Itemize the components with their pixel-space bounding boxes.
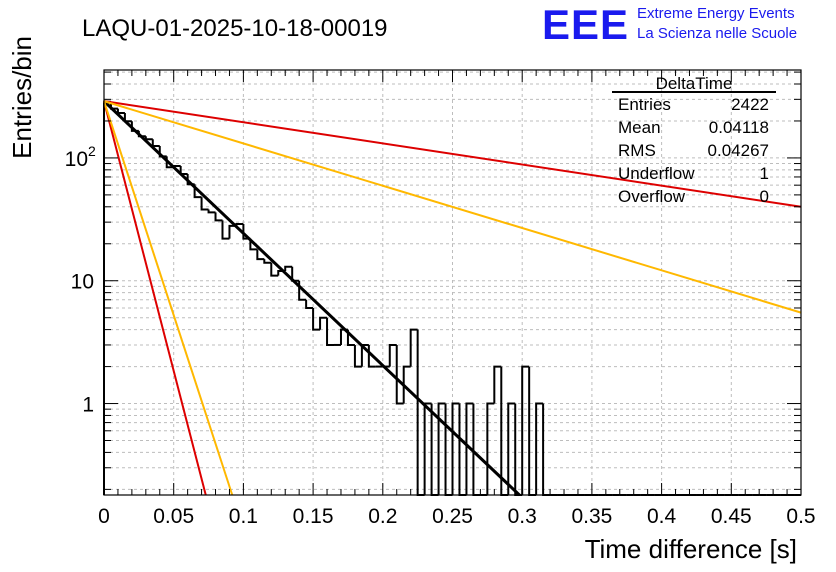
histogram-bin bbox=[319, 316, 328, 330]
histogram-bin bbox=[256, 249, 265, 261]
histogram-bin bbox=[270, 262, 279, 277]
histogram-bin bbox=[326, 317, 335, 346]
histogram-bin bbox=[221, 220, 230, 240]
x-axis-label: Time difference [s] bbox=[585, 534, 797, 564]
stats-label: Underflow bbox=[618, 164, 695, 183]
stats-label: Overflow bbox=[618, 187, 686, 206]
stats-value: 0 bbox=[760, 187, 769, 206]
histogram-bin bbox=[409, 328, 418, 367]
chart-title: LAQU-01-2025-10-18-00019 bbox=[82, 15, 388, 42]
x-tick-label: 0.5 bbox=[786, 505, 815, 528]
histogram-bin bbox=[353, 344, 362, 368]
x-tick-label: 0.2 bbox=[368, 505, 397, 528]
histogram-bin bbox=[535, 402, 544, 495]
histogram-bin bbox=[507, 402, 516, 495]
y-tick-label: 1 bbox=[82, 394, 94, 417]
x-tick-label: 0.15 bbox=[293, 505, 334, 528]
histogram-bin bbox=[305, 299, 314, 309]
curve-red-slow bbox=[103, 100, 802, 208]
stats-value: 0.04118 bbox=[709, 118, 769, 137]
stats-label: RMS bbox=[618, 141, 656, 160]
logo-subtitle-1: Extreme Energy Events bbox=[637, 5, 795, 22]
curve-orange-slow bbox=[103, 100, 802, 314]
y-tick-exponent: 2 bbox=[88, 143, 96, 159]
histogram-bin bbox=[214, 212, 223, 222]
curve-orange-fast bbox=[103, 100, 234, 496]
axis-tick-labels: 0 0.05 0.1 0.15 0.2 0.25 0.3 0.35 0.4 0.45 0.51101… bbox=[65, 143, 816, 528]
x-tick-label: 0.05 bbox=[153, 505, 194, 528]
histogram-bin bbox=[521, 365, 530, 495]
fit-curves bbox=[102, 100, 802, 497]
histogram-bin bbox=[388, 343, 397, 367]
stats-value: 1 bbox=[760, 164, 769, 183]
y-tick-label: 10 bbox=[65, 148, 88, 171]
histogram-bin bbox=[402, 365, 411, 404]
eee-logo: EEE bbox=[542, 1, 629, 48]
stats-value: 2422 bbox=[731, 95, 769, 114]
stats-title: DeltaTime bbox=[656, 74, 733, 93]
stats-value: 0.04267 bbox=[708, 141, 769, 160]
stats-label: Mean bbox=[618, 118, 661, 137]
histogram-bin bbox=[284, 265, 293, 272]
x-tick-label: 0.3 bbox=[508, 505, 537, 528]
histogram-bin bbox=[493, 365, 502, 404]
histogram-bin bbox=[395, 344, 404, 405]
logo-subtitle-2: La Scienza nelle Scuole bbox=[637, 25, 797, 42]
curve-red-fast bbox=[103, 100, 207, 496]
stats-box: DeltaTime Entries 2422 Mean 0.04118 RMS … bbox=[612, 74, 776, 206]
histogram-bin bbox=[312, 307, 321, 331]
x-tick-label: 0.35 bbox=[571, 505, 612, 528]
axis-ticks bbox=[103, 70, 802, 495]
x-tick-label: 0.45 bbox=[711, 505, 752, 528]
histogram-bin bbox=[263, 259, 272, 264]
histogram-bin bbox=[437, 402, 446, 495]
x-tick-label: 0 bbox=[98, 505, 110, 528]
stats-label: Entries bbox=[618, 95, 671, 114]
histogram-bin bbox=[200, 197, 209, 211]
histogram-bin bbox=[465, 402, 474, 495]
histogram-bin bbox=[249, 238, 258, 251]
histogram-bin bbox=[346, 329, 355, 346]
histogram-bin bbox=[451, 402, 460, 495]
histogram-bin bbox=[207, 209, 216, 214]
curve-fit bbox=[102, 100, 521, 497]
y-tick-label: 10 bbox=[71, 271, 94, 294]
x-tick-label: 0.1 bbox=[229, 505, 258, 528]
y-axis-label: Entries/bin bbox=[7, 36, 37, 159]
x-tick-label: 0.4 bbox=[647, 505, 677, 528]
x-tick-label: 0.25 bbox=[432, 505, 473, 528]
